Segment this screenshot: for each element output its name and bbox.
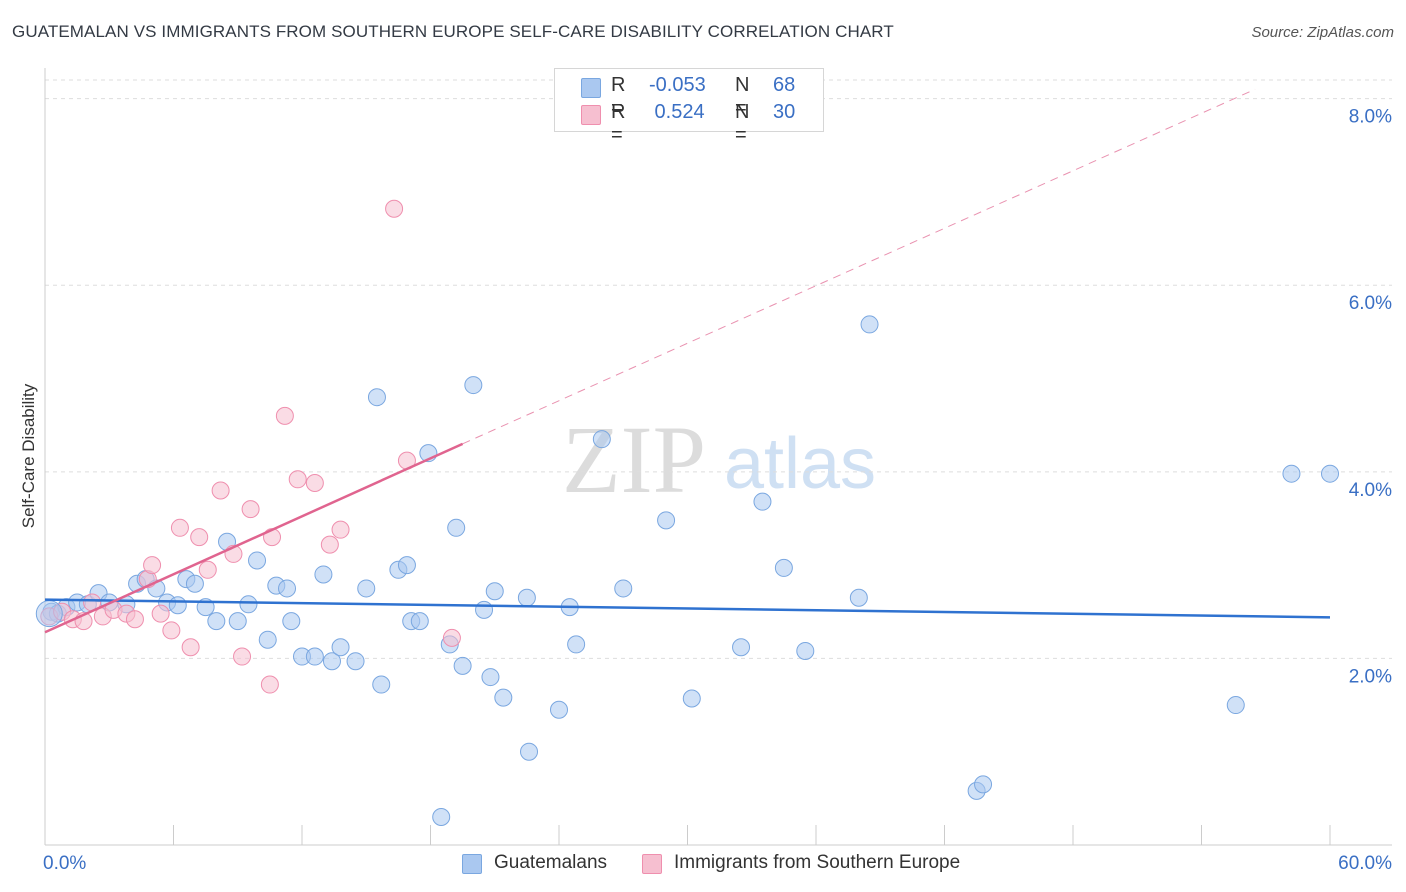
point-guatemalans xyxy=(453,656,472,675)
point-guatemalans xyxy=(732,638,751,657)
point-southern-europe xyxy=(275,406,294,425)
point-guatemalans xyxy=(974,775,993,794)
point-guatemalans xyxy=(1321,464,1339,483)
chart-title: GUATEMALAN VS IMMIGRANTS FROM SOUTHERN E… xyxy=(12,22,894,41)
point-guatemalans xyxy=(168,596,187,615)
point-guatemalans xyxy=(796,641,815,660)
point-southern-europe xyxy=(181,638,200,657)
point-guatemalans xyxy=(410,612,429,631)
point-guatemalans xyxy=(517,588,536,607)
point-southern-europe xyxy=(305,474,324,493)
point-guatemalans xyxy=(485,582,504,601)
point-guatemalans xyxy=(239,595,258,614)
point-southern-europe xyxy=(198,560,217,579)
y-tick-label: 4.0% xyxy=(1349,480,1392,501)
watermark-zip: ZIP xyxy=(562,406,706,513)
point-guatemalans xyxy=(550,700,568,719)
point-guatemalans xyxy=(447,518,466,537)
point-guatemalans xyxy=(567,635,586,654)
point-guatemalans xyxy=(278,579,297,598)
point-guatemalans xyxy=(464,376,483,395)
point-guatemalans xyxy=(357,579,376,598)
point-guatemalans xyxy=(331,638,350,657)
point-guatemalans xyxy=(860,315,879,334)
point-guatemalans xyxy=(397,556,416,575)
legend-r-label: R = xyxy=(611,74,626,119)
point-guatemalans xyxy=(1226,696,1245,715)
x-tick-label-max: 60.0% xyxy=(1338,853,1392,874)
source-label: Source: ZipAtlas.com xyxy=(1251,24,1394,41)
point-guatemalans xyxy=(346,652,365,671)
point-cluster-guatemalans xyxy=(35,600,63,628)
point-southern-europe xyxy=(190,528,209,547)
point-guatemalans xyxy=(314,565,333,584)
y-tick-label: 2.0% xyxy=(1349,666,1392,687)
point-guatemalans xyxy=(475,600,494,619)
point-guatemalans xyxy=(305,647,324,666)
x-tick-label-min: 0.0% xyxy=(43,853,86,874)
point-guatemalans xyxy=(1282,464,1301,483)
point-guatemalans xyxy=(258,630,277,649)
point-southern-europe xyxy=(162,621,181,640)
point-guatemalans xyxy=(753,492,772,511)
point-guatemalans xyxy=(774,558,793,577)
point-guatemalans xyxy=(494,688,513,707)
point-guatemalans xyxy=(322,652,341,671)
legend-r-value: 0.524 xyxy=(649,101,705,123)
legend-n-label: N = xyxy=(735,101,750,146)
legend-n-value: 68 xyxy=(773,74,796,96)
point-guatemalans xyxy=(367,388,386,407)
trendline-guatemalans xyxy=(44,598,1331,619)
point-guatemalans xyxy=(185,574,204,593)
trendline-southern-europe xyxy=(44,442,464,634)
legend-swatch-guatemalans xyxy=(581,78,601,98)
point-southern-europe xyxy=(385,199,404,218)
point-southern-europe xyxy=(143,556,162,575)
series-swatch-guatemalans xyxy=(462,854,482,874)
point-southern-europe xyxy=(241,500,260,519)
point-guatemalans xyxy=(481,668,500,687)
point-guatemalans xyxy=(248,551,267,570)
legend-r-label: R = xyxy=(611,101,626,146)
point-guatemalans xyxy=(520,742,539,761)
point-southern-europe xyxy=(233,647,252,666)
legend-n-value: 30 xyxy=(773,101,796,123)
point-guatemalans xyxy=(372,675,391,694)
watermark-atlas: atlas xyxy=(724,424,876,504)
point-guatemalans xyxy=(228,612,247,631)
point-southern-europe xyxy=(211,481,230,500)
point-southern-europe xyxy=(442,628,461,647)
point-southern-europe xyxy=(260,675,279,694)
legend-r-value: -0.053 xyxy=(649,74,706,96)
point-guatemalans xyxy=(207,612,226,631)
point-guatemalans xyxy=(657,511,676,530)
point-southern-europe xyxy=(170,518,189,537)
legend-n-label: N = xyxy=(735,74,750,119)
point-southern-europe xyxy=(125,610,144,629)
point-southern-europe xyxy=(320,535,339,554)
point-southern-europe xyxy=(288,470,307,489)
trendline-southern-europe-projection xyxy=(462,88,1256,445)
point-guatemalans xyxy=(282,612,301,631)
point-guatemalans xyxy=(849,588,868,607)
y-tick-label: 6.0% xyxy=(1349,293,1392,314)
point-southern-europe xyxy=(331,520,350,539)
point-guatemalans xyxy=(682,689,701,708)
series-swatch-southern-europe xyxy=(642,854,662,874)
y-tick-label: 8.0% xyxy=(1349,107,1392,128)
point-guatemalans xyxy=(592,430,611,449)
correlation-legend: R = -0.053 N = 68 R = 0.524 N = 30 xyxy=(554,68,824,146)
y-axis-label: Self-Care Disability xyxy=(19,383,38,528)
legend-swatch-southern-europe xyxy=(581,105,601,125)
point-guatemalans xyxy=(614,579,633,598)
point-guatemalans xyxy=(432,808,451,827)
point-southern-europe xyxy=(151,604,170,623)
series-label-guatemalans: Guatemalans xyxy=(494,852,608,873)
series-label-southern-europe: Immigrants from Southern Europe xyxy=(674,852,961,873)
